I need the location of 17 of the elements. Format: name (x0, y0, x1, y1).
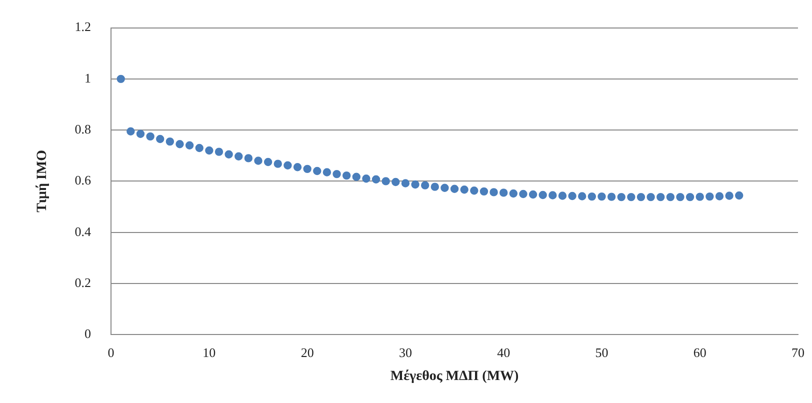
y-axis-title: Τιμή IMO (35, 150, 50, 212)
x-axis-title: Μέγεθος ΜΔΠ (MW) (390, 369, 520, 384)
x-tick-label: 50 (595, 344, 608, 360)
x-tick-label: 30 (398, 344, 412, 360)
y-tick-label: 0 (84, 326, 92, 342)
y-tick-label: 0.4 (74, 224, 92, 239)
y-tick-label: 0.8 (74, 121, 92, 136)
y-tick-label: 0.6 (74, 172, 92, 188)
y-tick-label: 1.2 (74, 19, 92, 34)
x-tick-label: 60 (693, 344, 706, 360)
x-tick-label: 40 (497, 344, 510, 360)
x-tick-label: 70 (792, 344, 804, 360)
x-tick-label: 0 (108, 344, 114, 360)
x-tick-label: 20 (300, 344, 314, 360)
y-tick-label: 0.2 (74, 274, 92, 290)
y-tick-label: 1 (84, 70, 92, 86)
x-tick-label: 10 (202, 344, 216, 360)
